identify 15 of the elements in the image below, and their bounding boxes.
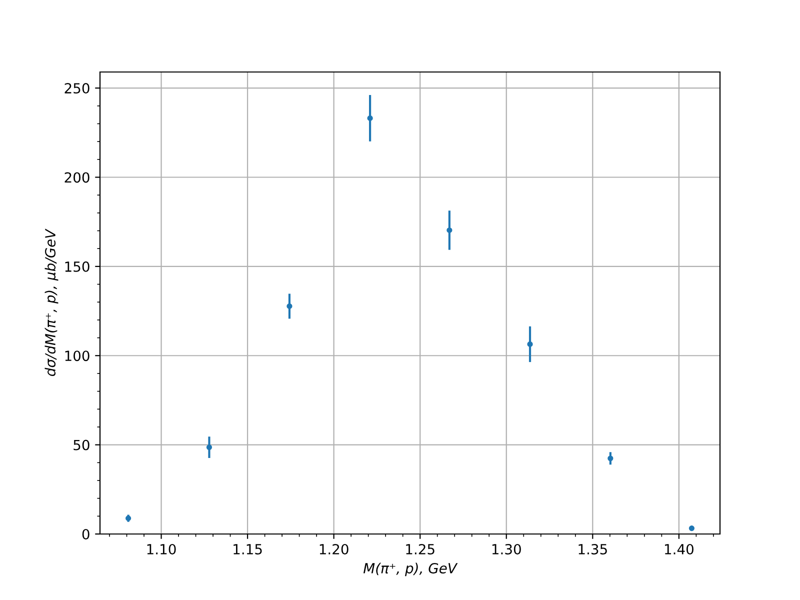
y-tick-label: 100: [65, 350, 90, 362]
x-tick-label: 1.40: [664, 544, 694, 554]
y-tick-label: 50: [74, 440, 90, 450]
y-tick-label: 150: [65, 261, 90, 272]
x-axis-title: M(π⁺, p), GeV: [363, 562, 458, 576]
x-tick-label: 1.30: [492, 544, 521, 554]
y-tick-label: 200: [64, 172, 90, 183]
x-tick-label: 1.10: [147, 544, 176, 554]
y-axis-title: dσ/dM(π⁺, p), μb/GeV: [44, 228, 58, 376]
x-tick-label: 1.25: [406, 544, 434, 554]
x-tick-label: 1.20: [320, 544, 348, 554]
y-tick-label: 0: [82, 528, 90, 540]
x-tick-label: 1.15: [234, 544, 262, 554]
x-tick-label: 1.35: [578, 544, 607, 554]
y-tick-label: 250: [64, 83, 90, 94]
